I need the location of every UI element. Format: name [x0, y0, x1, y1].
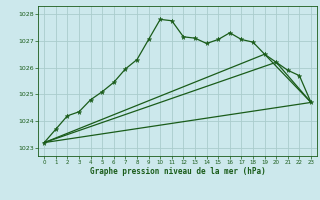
X-axis label: Graphe pression niveau de la mer (hPa): Graphe pression niveau de la mer (hPa) [90, 167, 266, 176]
